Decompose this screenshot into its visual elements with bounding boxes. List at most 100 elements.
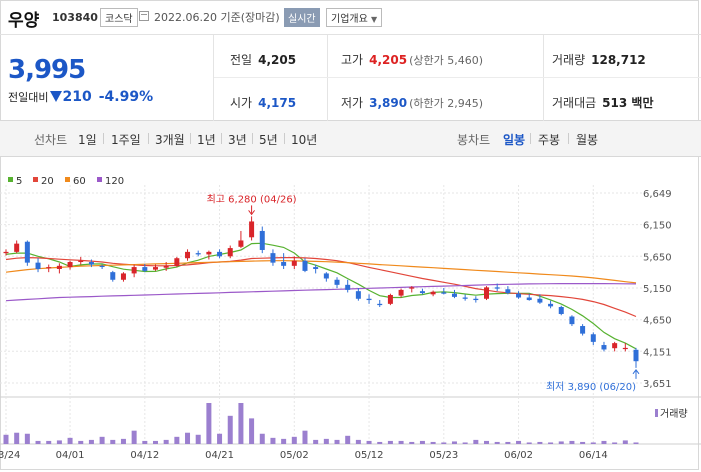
volume-bar — [131, 430, 137, 444]
volume-bar — [238, 403, 244, 444]
volume-bar — [451, 441, 457, 444]
stat-label: 고가 — [341, 53, 364, 67]
divider — [213, 35, 214, 121]
legend-label: 120 — [105, 176, 124, 187]
candle — [195, 253, 201, 255]
candle — [217, 251, 223, 257]
volume-bar — [419, 440, 425, 444]
volume-bar — [302, 430, 308, 444]
tab-1d[interactable]: 1일 — [78, 133, 97, 147]
change-label: 전일대비 — [8, 91, 49, 104]
volume-bar — [537, 441, 543, 444]
legend-label: 60 — [73, 176, 86, 187]
volume-bar — [249, 418, 255, 444]
candle — [462, 297, 468, 299]
price-panel: 3,995 전일대비 210 -4.99% 전일 4,205 고가 4,205 (상한가… — [0, 35, 701, 121]
tab-3m[interactable]: 3개월 — [155, 133, 185, 147]
volume-bar — [120, 438, 126, 444]
candle — [355, 291, 361, 299]
divider — [214, 77, 701, 78]
stock-name: 우양 — [8, 11, 40, 31]
reference-date: 2022.06.20 기준(장마감) — [154, 11, 280, 24]
volume-bar — [494, 441, 500, 444]
volume-bar — [185, 432, 191, 444]
tab-daily[interactable]: 일봉 — [503, 133, 526, 147]
candle — [3, 251, 9, 254]
candle — [548, 303, 554, 307]
candle — [313, 267, 319, 269]
candlestick-chart: 5 20 60 120 6,649 6,150 5,650 5,150 4,650 4,151 3,… — [0, 176, 701, 461]
tab-1y[interactable]: 1년 — [197, 133, 216, 147]
candle — [622, 347, 628, 350]
volume-bar — [548, 442, 554, 444]
volume-bar — [366, 440, 372, 444]
tab-10y[interactable]: 10년 — [291, 133, 318, 147]
volume-bar — [612, 442, 618, 444]
volume-bar — [56, 440, 62, 444]
candle — [590, 334, 596, 342]
tab-1w[interactable]: 1주일 — [111, 133, 141, 147]
stat-value: 3,890 — [369, 96, 408, 110]
candle — [206, 251, 212, 255]
volume-bar — [462, 442, 468, 444]
volume-bar — [484, 440, 490, 444]
title-bar: 우양 103840 코스닥 2022.06.20 기준(장마감) 실시간 기업개… — [0, 0, 701, 35]
volume-bar — [259, 433, 265, 444]
tab-monthly[interactable]: 월봉 — [576, 133, 599, 147]
ma-line-20 — [5, 256, 637, 318]
y-tick-label: 6,150 — [643, 221, 672, 232]
volume-bar — [14, 432, 20, 444]
divider — [221, 133, 222, 144]
x-tick-label: 05/02 — [280, 450, 309, 461]
company-overview-dropdown[interactable]: 기업개요 ▼ — [326, 8, 383, 27]
volume-bar — [377, 441, 383, 444]
candle — [142, 267, 148, 271]
volume-bar — [473, 439, 479, 444]
volume-bar — [195, 434, 201, 444]
realtime-button[interactable]: 실시간 — [284, 8, 320, 27]
x-tick-label: 06/14 — [579, 450, 608, 461]
tab-3y[interactable]: 3년 — [228, 133, 247, 147]
volume-bar — [174, 436, 180, 444]
stat-label: 시가 — [230, 96, 253, 110]
stat-trade-amount: 거래대금 513 백만 — [552, 94, 653, 111]
calendar-icon — [139, 11, 149, 21]
y-tick-label: 4,650 — [643, 316, 672, 327]
volume-bar — [601, 440, 607, 444]
legend-label: 20 — [41, 176, 54, 187]
volume-bar — [291, 436, 297, 444]
down-arrow-icon — [50, 91, 63, 102]
x-tick-label: 03/24 — [0, 450, 20, 461]
x-tick-label: 04/12 — [130, 450, 159, 461]
x-tick-label: 05/12 — [355, 450, 384, 461]
volume-bar — [430, 441, 436, 444]
divider — [148, 133, 149, 144]
market-badge: 코스닥 — [100, 8, 138, 27]
candle — [398, 289, 404, 296]
candle — [78, 260, 84, 263]
volume-bar — [516, 440, 522, 444]
candle — [67, 262, 73, 268]
volume-bar — [441, 442, 447, 444]
candle-chart-label: 봉차트 — [457, 133, 491, 147]
tab-weekly[interactable]: 주봉 — [538, 133, 561, 147]
volume-bar — [270, 437, 276, 444]
candle — [484, 287, 490, 299]
change-amount: 210 — [62, 89, 92, 105]
candle — [120, 273, 126, 280]
candle — [580, 326, 586, 334]
divider — [543, 35, 544, 121]
chart-tabbar: 선차트 1일 1주일 3개월 1년 3년 5년 10년 봉차트 일봉 주봉 월봉 — [0, 121, 701, 157]
candle — [14, 243, 20, 252]
volume-bar — [323, 438, 329, 444]
candle — [174, 258, 180, 266]
change-percent: -4.99% — [98, 89, 154, 105]
volume-bar — [387, 440, 393, 444]
tab-5y[interactable]: 5년 — [259, 133, 278, 147]
volume-bar — [24, 433, 30, 444]
volume-bar — [558, 441, 564, 444]
candle — [291, 260, 297, 266]
volume-bar — [590, 442, 596, 444]
candle — [270, 253, 276, 263]
divider — [568, 133, 569, 144]
